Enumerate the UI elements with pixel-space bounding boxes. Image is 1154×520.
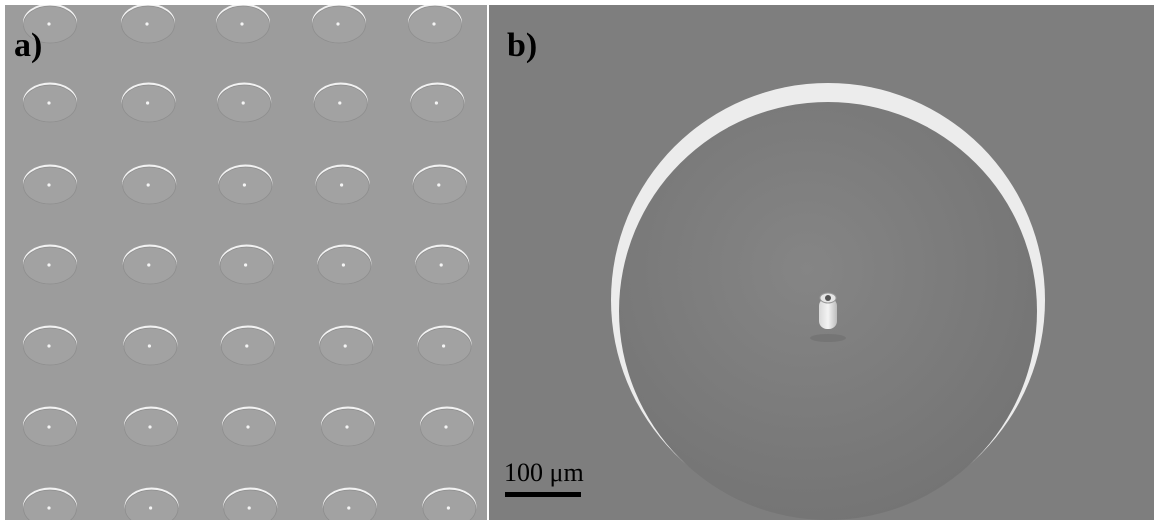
- dimple-center: [442, 344, 445, 347]
- scale-bar: [505, 492, 581, 497]
- dimple-center: [338, 101, 341, 104]
- dimple-center: [444, 425, 447, 428]
- dimple-center: [147, 263, 150, 266]
- dimple-center: [246, 425, 249, 428]
- dimple-center: [345, 425, 348, 428]
- dimple-center: [47, 22, 50, 25]
- dimple-center: [145, 22, 148, 25]
- dimple-center: [148, 344, 151, 347]
- page: a) b) 100 μm (() => { const data = JSON.…: [0, 0, 1154, 520]
- pillar-hole: [825, 295, 831, 301]
- dimple-center: [244, 263, 247, 266]
- panel-label: a): [14, 27, 42, 64]
- dimple-center: [248, 506, 251, 509]
- dimple-center: [344, 344, 347, 347]
- dimple-center: [245, 344, 248, 347]
- dimple-center: [47, 183, 50, 186]
- dimple-center: [432, 22, 435, 25]
- dimple-center: [435, 101, 438, 104]
- dimple-center: [47, 344, 50, 347]
- dimple-center: [148, 425, 151, 428]
- dimple-center: [437, 183, 440, 186]
- dimple-center: [146, 101, 149, 104]
- dimple-center: [47, 506, 50, 509]
- pillar-shadow: [810, 334, 846, 342]
- dimple-center: [242, 101, 245, 104]
- dimple-center: [340, 183, 343, 186]
- dimple-center: [147, 183, 150, 186]
- panel-label: b): [507, 27, 537, 64]
- dimple-center: [149, 506, 152, 509]
- dimple-center: [243, 183, 246, 186]
- dimple-center: [47, 263, 50, 266]
- dimple-center: [47, 101, 50, 104]
- figure: a) b) 100 μm: [0, 0, 1154, 520]
- dimple-center: [347, 506, 350, 509]
- dimple-center: [47, 425, 50, 428]
- dimple-center: [240, 22, 243, 25]
- dimple-center: [447, 506, 450, 509]
- dimple-center: [342, 263, 345, 266]
- scale-bar-label: 100 μm: [504, 458, 584, 487]
- dimple-center: [336, 22, 339, 25]
- dimple-center: [440, 263, 443, 266]
